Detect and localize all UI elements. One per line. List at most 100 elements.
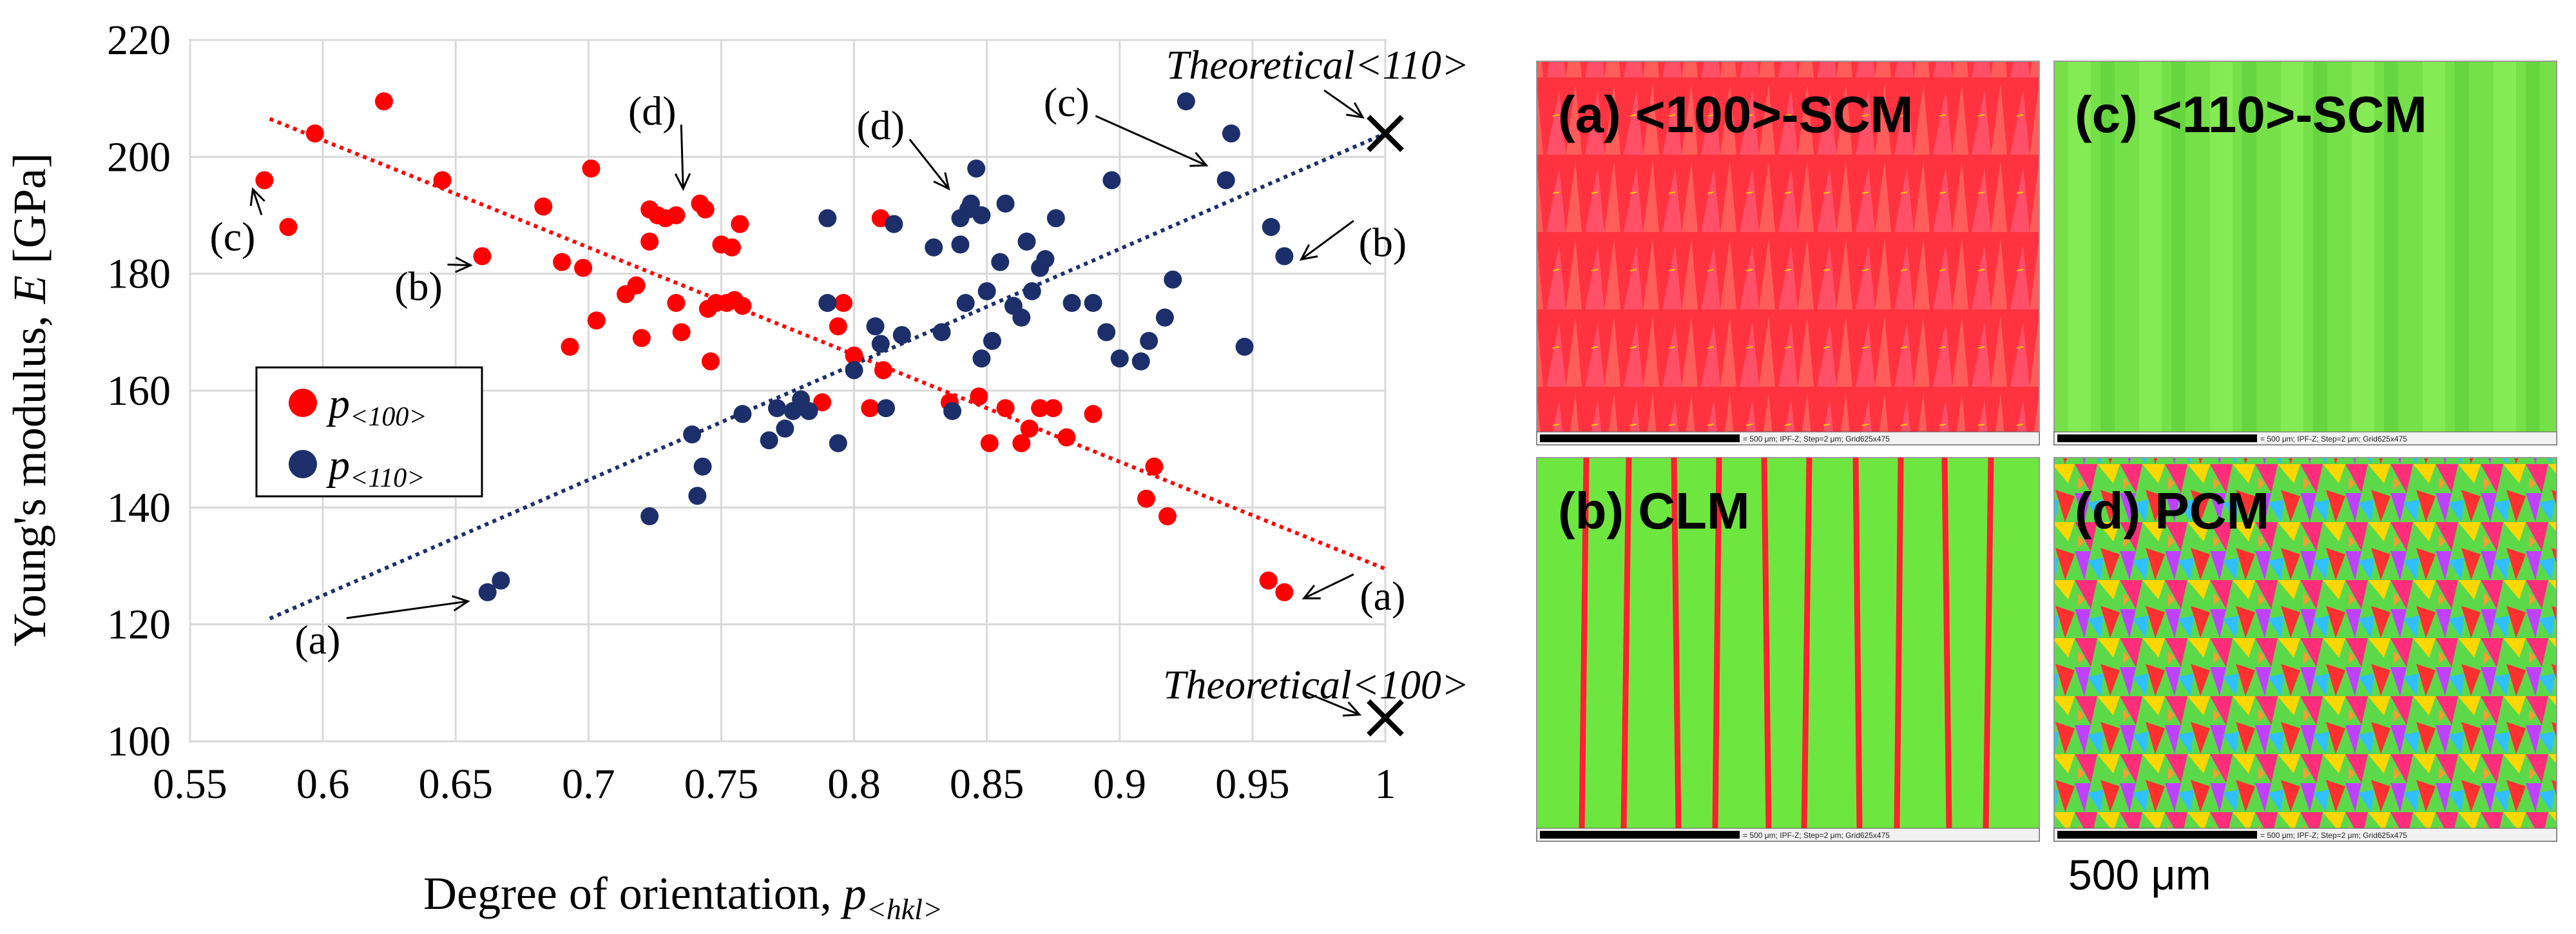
data-point-series-0 bbox=[861, 399, 879, 418]
data-point-series-0 bbox=[305, 124, 324, 143]
theoretical-arrow-1-head bbox=[1342, 701, 1362, 717]
x-tick-label: 0.65 bbox=[418, 761, 493, 808]
data-point-series-0 bbox=[722, 238, 741, 257]
data-point-series-1 bbox=[977, 282, 996, 300]
x-tick-label: 0.95 bbox=[1215, 761, 1290, 808]
y-tick-label: 200 bbox=[107, 133, 171, 180]
data-point-series-0 bbox=[553, 253, 572, 271]
micrograph-panel-c: (c) <110>-SCM = 500 μm; IPF-Z; Step=2 μm… bbox=[2053, 61, 2557, 445]
x-tick-label: 0.55 bbox=[153, 761, 227, 808]
data-point-series-1 bbox=[1177, 92, 1195, 111]
tick-labels: 0.55 0.6 0.65 0.7 0.75 0.8 0.85 0.9 0.95 1 100 120 1… bbox=[107, 17, 1396, 808]
data-point-series-0 bbox=[701, 352, 720, 371]
micrograph-panel-d: (d) PCM = 500 μm; IPF-Z; Step=2 μm; Grid… bbox=[2053, 457, 2557, 842]
y-axis-label: Young's modulus, E [GPa] bbox=[4, 153, 55, 647]
data-point-series-1 bbox=[1262, 218, 1280, 237]
data-point-series-1 bbox=[1023, 282, 1041, 300]
data-point-series-0 bbox=[1084, 405, 1102, 423]
scale-text-b: = 500 μm; IPF-Z; Step=2 μm; Grid625x475 bbox=[1743, 831, 1890, 840]
data-point-series-1 bbox=[1046, 209, 1065, 228]
micrograph-panel-a: (a) <100>-SCM = 500 μm; IPF-Z; Step=2 μm… bbox=[1536, 61, 2040, 445]
plot-area: Theoretical<110>Theoretical<100> (a)(b)(… bbox=[189, 39, 1469, 743]
x-tick-label: 0.85 bbox=[950, 761, 1024, 808]
data-point-series-1 bbox=[478, 583, 497, 601]
scale-text-c: = 500 μm; IPF-Z; Step=2 μm; Grid625x475 bbox=[2260, 434, 2407, 443]
legend-label-p110: p<110> bbox=[326, 442, 425, 493]
data-point-series-1 bbox=[768, 399, 787, 418]
data-point-series-0 bbox=[813, 393, 832, 412]
data-point-series-1 bbox=[492, 571, 510, 590]
annotation-arrow bbox=[680, 124, 684, 189]
data-point-series-1 bbox=[1164, 270, 1182, 289]
data-point-series-1 bbox=[1140, 331, 1158, 350]
data-point-series-1 bbox=[983, 331, 1001, 350]
data-point-series-1 bbox=[871, 335, 890, 353]
data-point-series-0 bbox=[696, 200, 715, 219]
micrograph-label-c: (c) <110>-SCM bbox=[2075, 86, 2427, 143]
data-point-series-0 bbox=[1259, 571, 1278, 590]
annotation-arrow bbox=[447, 263, 471, 266]
data-point-series-1 bbox=[818, 209, 837, 228]
trendline-series-1 bbox=[269, 131, 1387, 621]
data-point-series-1 bbox=[866, 317, 885, 336]
data-point-series-0 bbox=[587, 311, 606, 330]
data-point-series-1 bbox=[1275, 247, 1294, 266]
x-tick-label: 1 bbox=[1375, 761, 1396, 808]
y-tick-label: 120 bbox=[107, 601, 171, 648]
data-point-series-0 bbox=[1275, 583, 1294, 601]
data-point-series-0 bbox=[667, 294, 686, 312]
annotation-arrow-head bbox=[933, 172, 950, 191]
scale-bar-a bbox=[1540, 434, 1740, 442]
theoretical-arrow-0 bbox=[1323, 89, 1363, 119]
data-point-series-1 bbox=[1102, 171, 1121, 190]
data-point-series-1 bbox=[972, 349, 991, 368]
data-point-series-0 bbox=[1137, 489, 1155, 508]
annotation-arrow-head bbox=[674, 173, 691, 191]
micrograph-label-d: (d) PCM bbox=[2075, 482, 2269, 540]
data-point-series-0 bbox=[374, 92, 393, 111]
data-point-series-0 bbox=[845, 346, 863, 365]
data-point-series-0 bbox=[874, 361, 892, 380]
data-point-series-0 bbox=[433, 171, 452, 190]
scale-bar-label: 500 μm bbox=[2068, 851, 2211, 899]
data-point-series-1 bbox=[943, 402, 962, 420]
data-point-series-0 bbox=[255, 171, 274, 190]
data-point-series-0 bbox=[1057, 428, 1076, 447]
annotation-label: (a) bbox=[294, 617, 340, 663]
data-point-series-1 bbox=[892, 326, 911, 344]
data-point-series-0 bbox=[574, 258, 593, 277]
data-point-series-1 bbox=[1110, 349, 1129, 368]
x-tick-label: 0.75 bbox=[684, 761, 759, 808]
data-point-series-1 bbox=[967, 159, 986, 178]
data-point-series-0 bbox=[834, 294, 853, 312]
data-point-series-0 bbox=[279, 218, 298, 237]
annotation-label: (b) bbox=[1359, 219, 1407, 265]
annotation-arrow-head bbox=[1302, 584, 1321, 599]
data-point-series-1 bbox=[885, 215, 903, 233]
annotation-label: (c) bbox=[1044, 79, 1090, 125]
data-point-series-0 bbox=[996, 399, 1015, 418]
data-point-series-1 bbox=[845, 361, 863, 380]
scale-bar-c bbox=[2057, 434, 2257, 442]
annotation-layer: (a) (b) (c) (d) (d) (c) (b) (a) bbox=[209, 79, 1407, 717]
legend-label-p100: p<100> bbox=[326, 380, 427, 432]
data-point-series-1 bbox=[800, 402, 818, 420]
data-point-series-0 bbox=[1044, 399, 1062, 418]
annotation-arrow-head bbox=[455, 257, 473, 273]
micrograph-grid: (a) <100>-SCM = 500 μm; IPF-Z; Step=2 μm… bbox=[1536, 61, 2557, 899]
legend-marker-p110 bbox=[289, 450, 317, 478]
theoretical-marker-1 bbox=[1367, 699, 1404, 737]
data-point-series-1 bbox=[956, 294, 975, 312]
data-point-series-1 bbox=[693, 457, 712, 476]
data-point-series-1 bbox=[776, 419, 794, 438]
y-tick-label: 140 bbox=[107, 484, 171, 531]
x-axis-label: Degree of orientation, p<hkl> bbox=[423, 868, 943, 926]
annotation-arrow bbox=[1300, 220, 1354, 260]
data-point-series-1 bbox=[1235, 338, 1254, 356]
data-point-series-1 bbox=[972, 206, 991, 224]
data-point-series-0 bbox=[980, 434, 999, 452]
annotation-label: (a) bbox=[1360, 573, 1405, 619]
data-point-series-1 bbox=[760, 431, 778, 450]
scale-text-a: = 500 μm; IPF-Z; Step=2 μm; Grid625x475 bbox=[1743, 434, 1890, 443]
x-tick-label: 0.9 bbox=[1093, 761, 1147, 808]
